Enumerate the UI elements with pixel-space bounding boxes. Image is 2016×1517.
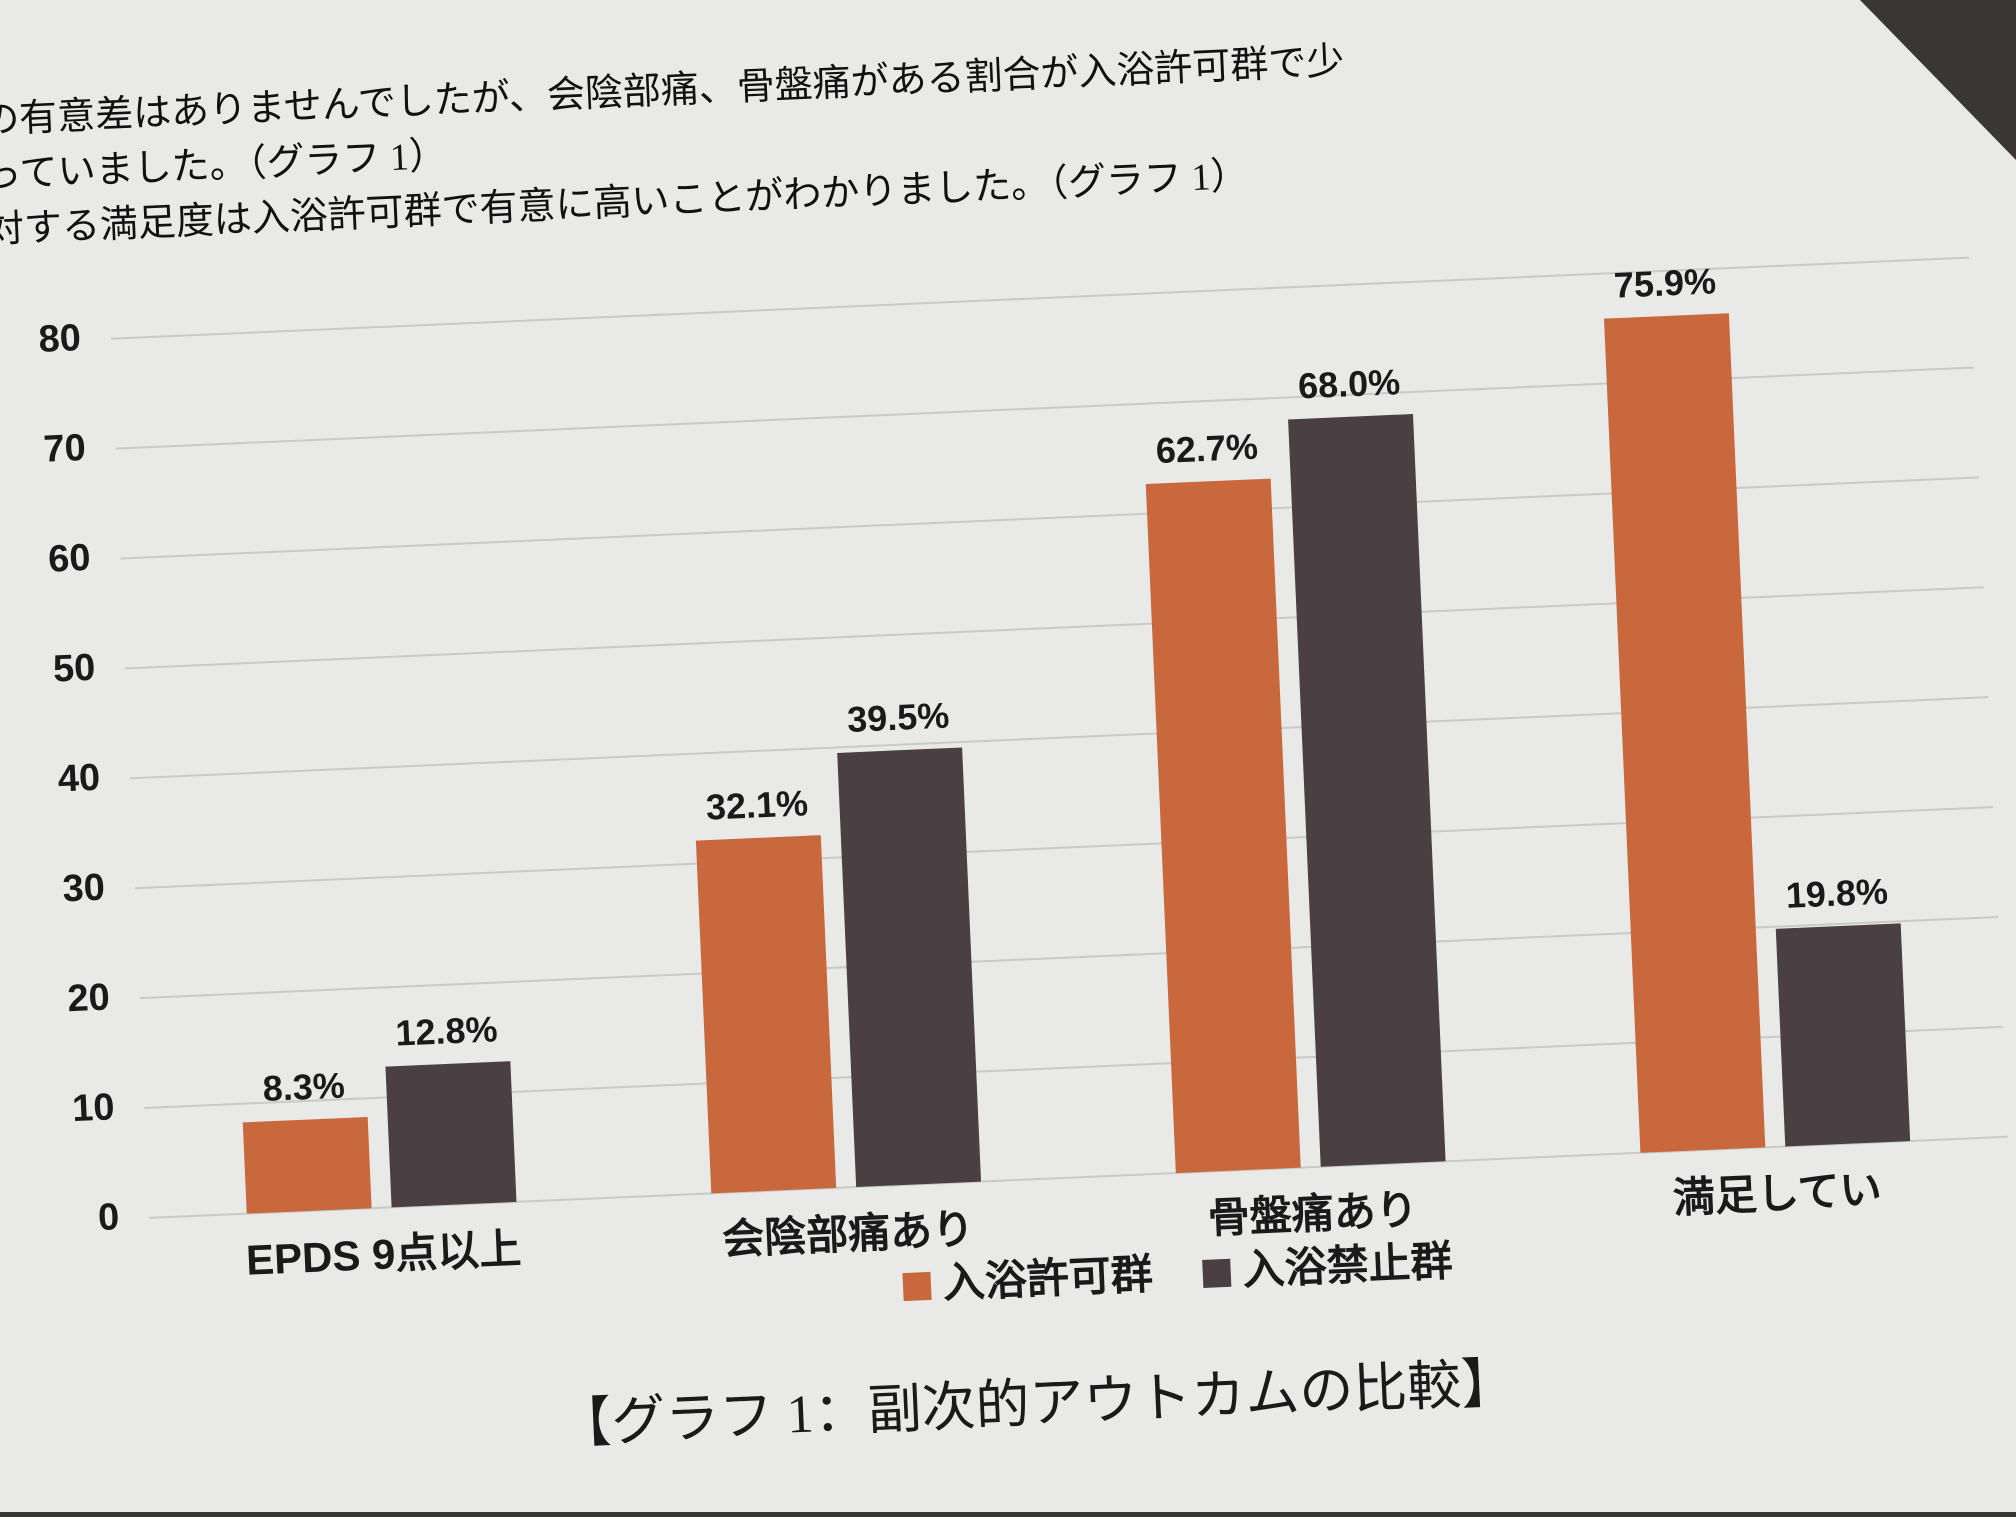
value-label: 75.9% bbox=[1613, 260, 1717, 305]
x-tick-label: 会陰部痛あり bbox=[721, 1205, 975, 1263]
bar bbox=[1288, 414, 1446, 1167]
value-label: 32.1% bbox=[705, 782, 809, 827]
grid-line bbox=[110, 256, 1970, 340]
y-tick-label: 70 bbox=[43, 427, 87, 471]
y-tick-label: 20 bbox=[67, 976, 111, 1020]
y-tick-label: 60 bbox=[47, 537, 91, 581]
y-tick-label: 50 bbox=[52, 647, 96, 691]
bar bbox=[695, 835, 837, 1194]
y-tick-label: 10 bbox=[71, 1086, 115, 1130]
bar bbox=[1145, 478, 1301, 1174]
y-tick-label: 40 bbox=[57, 757, 101, 801]
value-label: 12.8% bbox=[395, 1008, 499, 1053]
legend-label: 入浴禁止群 bbox=[1242, 1237, 1454, 1293]
value-label: 68.0% bbox=[1297, 361, 1401, 406]
bar bbox=[1775, 923, 1911, 1147]
bar bbox=[242, 1116, 372, 1214]
legend-label: 入浴許可群 bbox=[942, 1250, 1154, 1306]
bar bbox=[837, 747, 982, 1188]
value-label: 8.3% bbox=[262, 1064, 346, 1109]
bar bbox=[385, 1061, 517, 1208]
x-tick-label: 骨盤痛あり bbox=[1207, 1186, 1419, 1242]
value-label: 19.8% bbox=[1785, 870, 1889, 915]
y-tick-label: 0 bbox=[97, 1196, 120, 1239]
x-tick-label: 満足してい bbox=[1672, 1165, 1883, 1221]
legend-swatch bbox=[902, 1271, 932, 1302]
y-tick-label: 80 bbox=[38, 317, 82, 361]
y-tick-label: 30 bbox=[62, 867, 106, 911]
bar bbox=[1603, 313, 1766, 1153]
value-label: 62.7% bbox=[1155, 426, 1259, 471]
value-label: 39.5% bbox=[846, 695, 950, 740]
legend-swatch bbox=[1202, 1258, 1232, 1288]
